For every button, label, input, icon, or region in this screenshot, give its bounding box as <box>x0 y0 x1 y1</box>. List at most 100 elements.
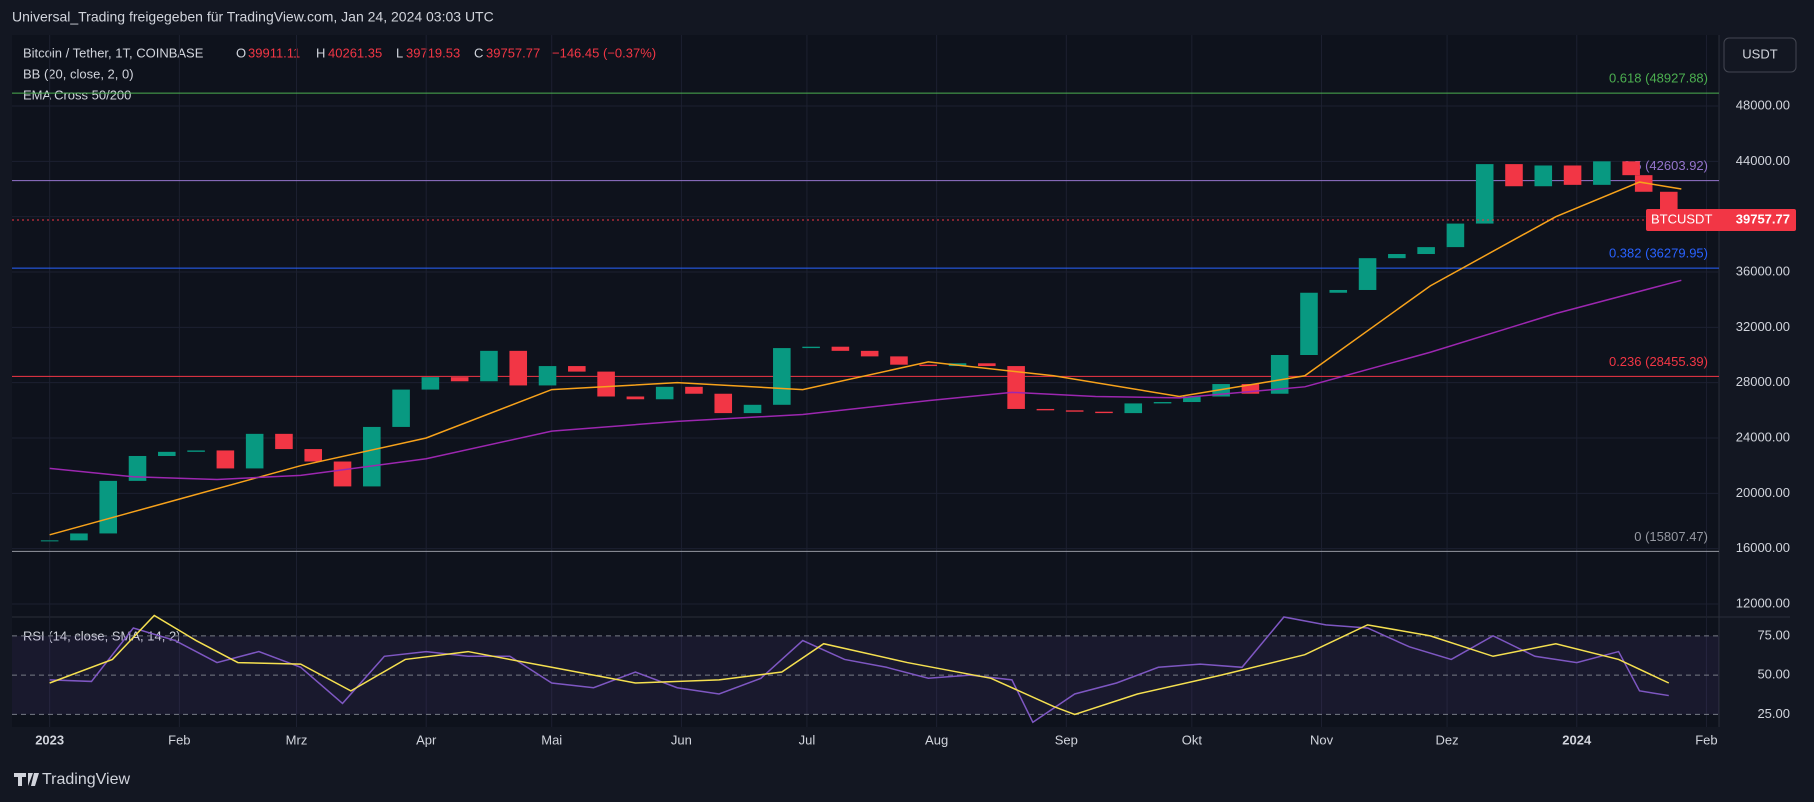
candle <box>187 450 205 452</box>
y-tick-label: 48000.00 <box>1736 97 1790 112</box>
candle <box>1417 247 1435 255</box>
symbol: Bitcoin / Tether, 1T, COINBASE <box>23 45 204 60</box>
x-tick-label: Nov <box>1310 732 1334 747</box>
brand: TradingView <box>42 771 130 788</box>
indicator-line <box>49 616 1669 724</box>
change: −146.45 (−0.37%) <box>552 45 656 60</box>
fib-label: 0.618 (48927.88) <box>1609 71 1708 86</box>
y-tick-label: 16000.00 <box>1736 540 1790 555</box>
candle <box>655 386 674 400</box>
ohlc-value: 39757.77 <box>486 45 540 60</box>
candle <box>480 350 498 382</box>
currency-button[interactable] <box>1723 37 1797 73</box>
candle <box>363 426 381 487</box>
candle <box>1036 408 1055 411</box>
candle <box>919 364 938 367</box>
candle <box>1446 223 1465 248</box>
candle <box>890 356 908 365</box>
ohlc-key: C <box>474 45 483 60</box>
ohlc-value: 39719.53 <box>406 45 460 60</box>
x-tick-label: Jul <box>799 732 816 747</box>
x-tick-label: 2023 <box>35 732 64 747</box>
candle <box>245 433 264 469</box>
price-tag-name: BTCUSDT <box>1651 211 1712 226</box>
candle <box>1300 292 1318 356</box>
price-tag-value: 39757.77 <box>1736 211 1790 226</box>
candle <box>1622 161 1640 176</box>
y-tick-label: 24000.00 <box>1736 429 1790 444</box>
y-tick-label: 75.00 <box>1757 627 1790 642</box>
x-tick-label: Feb <box>1695 732 1717 747</box>
candle <box>743 404 762 414</box>
candle <box>509 350 528 386</box>
x-tick-label: Mai <box>541 732 562 747</box>
candle <box>304 449 323 462</box>
currency[interactable]: USDT <box>1742 46 1777 61</box>
candle <box>392 389 410 427</box>
y-tick-label: 28000.00 <box>1736 374 1790 389</box>
candle <box>333 461 352 487</box>
candle <box>1563 165 1582 185</box>
candle <box>978 363 996 367</box>
candle <box>1475 164 1494 224</box>
fib-label: 0.382 (36279.95) <box>1609 246 1708 261</box>
x-tick-label: Okt <box>1182 732 1203 747</box>
indicator-rsi: RSI (14, close, SMA, 14, 2) <box>23 628 181 643</box>
candle <box>1388 254 1406 259</box>
share-title: Universal_Trading freigegeben für Tradin… <box>12 9 494 25</box>
candle <box>450 377 469 382</box>
indicator-line <box>49 614 1670 716</box>
candle <box>685 386 703 394</box>
candle <box>216 450 235 469</box>
candle <box>275 433 293 450</box>
y-tick-label: 25.00 <box>1757 706 1790 721</box>
candle <box>1095 411 1113 414</box>
candle <box>128 455 147 481</box>
y-tick-label: 20000.00 <box>1736 485 1790 500</box>
candle <box>1124 403 1143 414</box>
candle <box>40 540 59 542</box>
x-tick-label: Mrz <box>286 732 308 747</box>
candle <box>158 451 176 456</box>
y-tick-label: 12000.00 <box>1736 595 1790 610</box>
candle <box>597 371 615 397</box>
candle <box>1153 402 1172 404</box>
candle <box>773 348 791 405</box>
candle <box>1241 384 1260 394</box>
x-tick-label: Apr <box>416 732 437 747</box>
candle <box>1593 161 1611 185</box>
y-tick-label: 44000.00 <box>1736 153 1790 168</box>
candle <box>568 366 586 372</box>
x-tick-label: Aug <box>925 732 948 747</box>
indicator-line <box>49 181 1682 536</box>
candle <box>1183 396 1201 403</box>
ohlc-key: O <box>236 45 246 60</box>
logo <box>14 773 39 786</box>
candle <box>802 346 820 349</box>
candle <box>1534 165 1553 187</box>
candle <box>1505 164 1523 187</box>
candle <box>1007 366 1025 409</box>
candle <box>1329 289 1348 293</box>
candle <box>714 393 733 414</box>
fib-label: 0 (15807.47) <box>1634 529 1708 544</box>
x-tick-label: Sep <box>1055 732 1078 747</box>
ohlc-key: L <box>396 45 403 60</box>
candle <box>1065 410 1084 412</box>
indicator-bb: BB (20, close, 2, 0) <box>23 66 134 81</box>
y-tick-label: 36000.00 <box>1736 263 1790 278</box>
candle <box>860 350 879 357</box>
ohlc-value: 39911.11 <box>248 45 300 60</box>
legend: Bitcoin / Tether, 1T, COINBASE O 39911.1… <box>23 45 656 643</box>
candle <box>70 533 88 541</box>
chart-pane <box>12 35 1719 727</box>
fib-label: 0.236 (28455.39) <box>1609 354 1708 369</box>
candle <box>1270 355 1289 394</box>
x-tick-label: Jun <box>671 732 692 747</box>
x-tick-label: Feb <box>168 732 190 747</box>
x-tick-label: 2024 <box>1562 732 1592 747</box>
ohlc-key: H <box>316 45 325 60</box>
candle <box>831 346 850 351</box>
indicator-ema: EMA Cross 50/200 <box>23 87 131 102</box>
